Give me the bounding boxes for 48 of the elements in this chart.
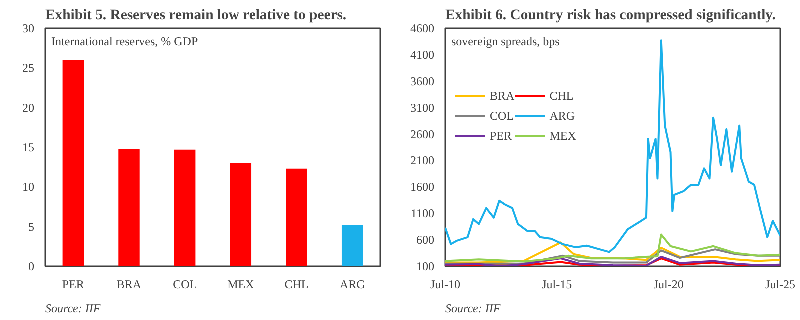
line-series: [446, 234, 780, 263]
legend-label: PER: [490, 128, 512, 144]
bar: [174, 150, 196, 266]
y-tick-label: 2100: [410, 154, 434, 168]
x-tick-label: ARG: [340, 278, 366, 292]
source-note: Source: IIF: [446, 302, 502, 316]
y-tick-label: 30: [22, 22, 34, 36]
y-tick-label: 20: [22, 100, 34, 115]
line-series: [446, 248, 780, 265]
y-tick-label: 1600: [410, 180, 434, 194]
legend-label: ARG: [550, 108, 576, 124]
bar: [230, 163, 252, 266]
y-tick-label: 15: [22, 140, 34, 154]
x-tick-label: MEX: [228, 278, 255, 292]
bar: [118, 149, 140, 266]
y-tick-label: 4100: [410, 48, 434, 62]
x-tick-label: PER: [62, 278, 84, 292]
y-tick-label: 100: [416, 260, 434, 274]
source-note: Source: IIF: [46, 302, 102, 316]
line-series: [446, 242, 780, 264]
y-tick-label: 5: [28, 220, 34, 234]
legend-label: MEX: [550, 128, 576, 144]
y-tick-label: 3600: [410, 74, 434, 88]
chart-title: Exhibit 5. Reserves remain low relative to peers.: [46, 8, 347, 24]
y-tick-label: 1100: [410, 206, 435, 221]
y-tick-label: 600: [416, 233, 434, 248]
chart-title: Exhibit 6. Country risk has compressed significantly.: [446, 8, 776, 24]
bar: [62, 60, 84, 266]
y-tick-label: 0: [28, 260, 34, 274]
x-tick-label: Jul-15: [542, 278, 572, 292]
x-tick-label: Jul-25: [766, 278, 796, 292]
annotation: International reserves, % GDP: [52, 34, 198, 48]
legend-label: BRA: [490, 88, 515, 104]
x-tick-label: CHL: [284, 278, 309, 292]
y-tick-label: 3100: [410, 100, 434, 115]
annotation: sovereign spreads, bps: [452, 34, 560, 48]
legend-label: CHL: [550, 88, 574, 104]
y-tick-label: 25: [22, 61, 34, 76]
x-tick-label: Jul-20: [654, 278, 684, 292]
y-tick-label: 10: [22, 180, 34, 194]
y-tick-label: 2600: [410, 127, 434, 142]
bar: [286, 168, 308, 266]
x-tick-label: BRA: [116, 278, 142, 292]
y-tick-label: 4600: [410, 22, 434, 36]
legend-label: COL: [490, 108, 514, 124]
bar: [342, 225, 364, 266]
x-tick-label: Jul-10: [430, 278, 460, 292]
x-tick-label: COL: [173, 278, 198, 292]
